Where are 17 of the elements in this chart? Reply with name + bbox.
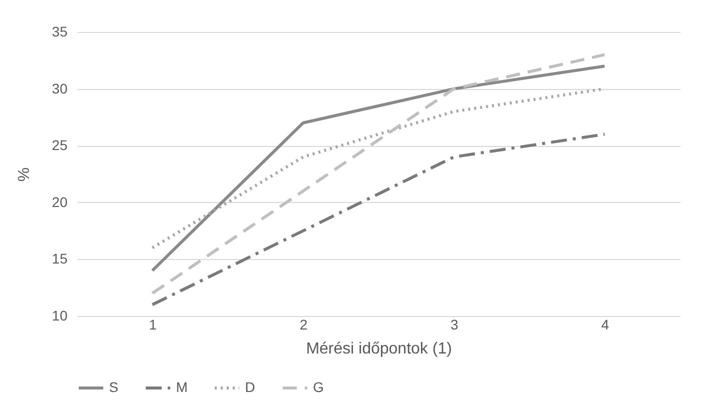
y-tick-label: 15 — [52, 250, 68, 267]
x-tick-label: 4 — [601, 316, 610, 332]
y-tick-label: 25 — [52, 137, 68, 154]
y-tick-label: 10 — [52, 308, 68, 324]
line-series — [150, 132, 606, 306]
x-axis-title: Mérési időpontok (1) — [306, 340, 452, 358]
y-axis-title: % — [16, 167, 33, 182]
x-tick-label: 3 — [450, 316, 458, 332]
x-tick-label: 1 — [148, 316, 157, 332]
y-tick-label: 35 — [52, 24, 68, 40]
x-tick-label: 2 — [300, 316, 308, 332]
y-tick-label: 30 — [52, 80, 68, 96]
y-tick-label: 20 — [52, 194, 68, 210]
legend-label: S — [109, 379, 118, 395]
legend-label: D — [245, 379, 256, 395]
legend-label: G — [313, 379, 324, 395]
legend-label: M — [176, 379, 188, 395]
